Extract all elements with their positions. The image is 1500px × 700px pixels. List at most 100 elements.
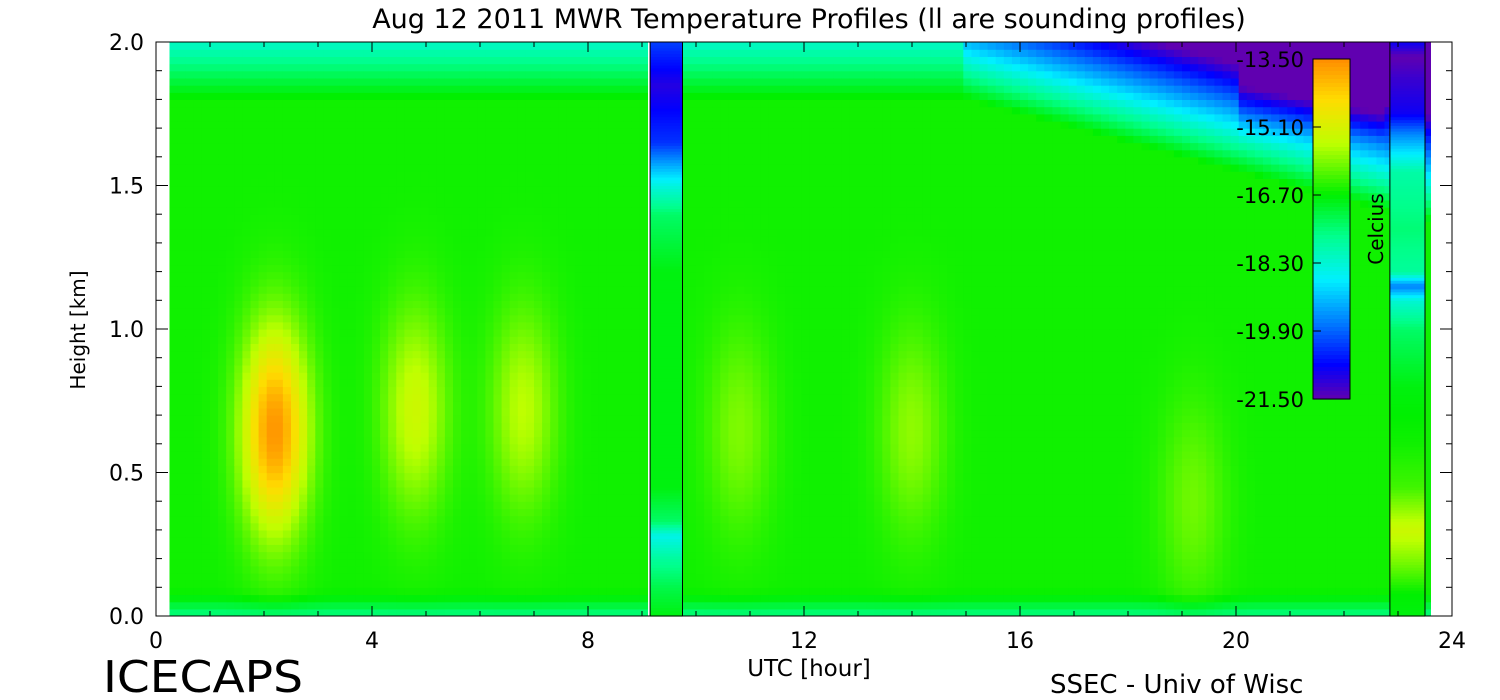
heat-cell [485,164,494,172]
heat-cell [170,408,179,416]
heat-cell [299,92,308,100]
heat-cell [315,214,324,222]
heat-cell [413,595,422,603]
heat-cell [607,114,616,122]
heat-cell [502,415,511,423]
heat-cell [623,336,632,344]
heat-cell [226,193,235,201]
heat-cell [242,351,251,359]
heat-cell [639,42,648,50]
heat-cell [356,157,365,165]
heat-cell [421,559,430,567]
heat-cell [510,71,519,79]
heat-cell [356,107,365,115]
heat-cell [234,157,243,165]
heat-cell [364,343,373,351]
heat-cell [178,595,187,603]
heat-cell [542,171,551,179]
heat-cell [194,422,203,430]
heat-cell [332,229,341,237]
heat-cell [688,480,697,488]
heat-cell [251,99,260,107]
heat-cell [631,229,640,237]
heat-cell [299,121,308,129]
heat-cell [623,99,632,107]
heat-cell [631,171,640,179]
heat-cell [607,236,616,244]
heat-cell [583,329,592,337]
heat-cell [550,365,559,373]
heat-cell [332,465,341,473]
heat-cell [688,415,697,423]
heat-cell [364,71,373,79]
heat-cell [194,135,203,143]
heat-cell [461,157,470,165]
heat-cell [688,394,697,402]
heat-cell [194,473,203,481]
heat-cell [348,595,357,603]
heat-cell [599,358,608,366]
heat-cell [372,107,381,115]
heat-cell [259,99,268,107]
heat-cell [226,236,235,244]
heat-cell [186,401,195,409]
heat-cell [453,78,462,86]
heat-cell [170,236,179,244]
heat-cell [469,458,478,466]
heat-cell [380,379,389,387]
heat-cell [558,573,567,581]
heat-cell [275,429,284,437]
heat-cell [485,587,494,595]
heat-cell [323,99,332,107]
heat-cell [210,559,219,567]
heat-cell [307,372,316,380]
heat-cell [558,343,567,351]
heat-cell [372,386,381,394]
heat-cell [429,229,438,237]
heat-cell [242,143,251,151]
heat-cell [242,437,251,445]
heat-cell [688,494,697,502]
heat-cell [242,422,251,430]
heat-cell [404,573,413,581]
heat-cell [275,186,284,194]
heat-cell [210,236,219,244]
heat-cell [477,99,486,107]
heat-cell [396,379,405,387]
heat-cell [485,394,494,402]
heat-cell [413,401,422,409]
heat-cell [542,229,551,237]
heat-cell [534,315,543,323]
heat-cell [315,42,324,50]
heat-cell [591,78,600,86]
heat-cell [437,171,446,179]
heat-cell [429,336,438,344]
heat-cell [234,49,243,57]
heat-cell [404,207,413,215]
heat-cell [380,551,389,559]
heat-cell [575,121,584,129]
heat-cell [372,49,381,57]
heat-cell [210,300,219,308]
heat-cell [226,99,235,107]
heat-cell [631,379,640,387]
heat-cell [696,229,705,237]
heat-cell [518,394,527,402]
heat-cell [364,300,373,308]
heat-cell [194,336,203,344]
heat-cell [299,551,308,559]
heat-cell [364,99,373,107]
heat-cell [356,272,365,280]
heat-cell [348,286,357,294]
heat-cell [364,415,373,423]
heat-cell [202,415,211,423]
heat-cell [566,587,575,595]
heat-cell [291,379,300,387]
heat-cell [186,451,195,459]
heat-cell [494,71,503,79]
heat-cell [623,595,632,603]
heat-cell [583,257,592,265]
heat-cell [251,580,260,588]
heat-cell [461,214,470,222]
heat-cell [550,64,559,72]
